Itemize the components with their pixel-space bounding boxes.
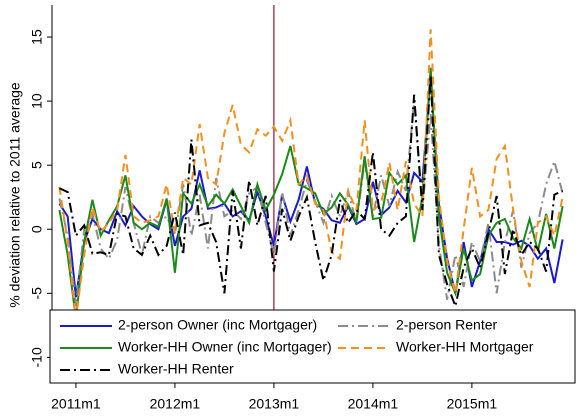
x-tick-label: 2015m1 [447,396,498,412]
y-tick-label: 10 [29,93,45,109]
y-tick-label: -5 [29,287,45,300]
legend-label: Worker-HH Owner (inc Mortgager) [118,339,332,355]
x-tick-label: 2012m1 [150,396,201,412]
y-tick-label: 15 [29,29,45,45]
legend-label: Worker-HH Renter [118,361,234,377]
legend-label: Worker-HH Mortgager [396,339,534,355]
legend-label: 2-person Renter [396,317,498,333]
x-tick-label: 2011m1 [51,396,101,412]
x-tick-label: 2014m1 [348,396,399,412]
y-tick-label: 5 [29,161,45,169]
series-line [58,75,564,310]
series-line [58,29,564,320]
series-line [58,101,564,307]
y-tick-label: -10 [29,347,45,367]
legend-label: 2-person Owner (inc Mortgager) [118,317,317,333]
legend-box [49,309,576,384]
y-axis-title: % deviation relative to 2011 average [7,82,23,308]
y-tick-label: 0 [29,225,45,233]
x-tick-label: 2013m1 [249,396,300,412]
series-line [58,75,564,298]
